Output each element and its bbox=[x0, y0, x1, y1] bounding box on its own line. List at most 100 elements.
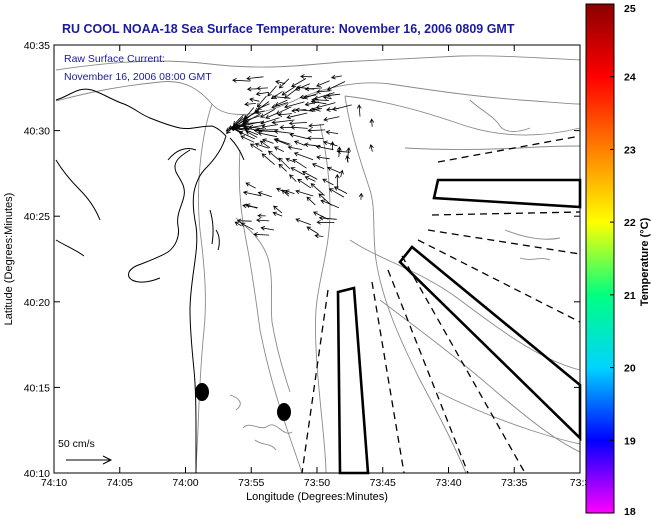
current-vector bbox=[246, 75, 264, 81]
current-vector bbox=[322, 95, 332, 100]
current-vector bbox=[339, 169, 344, 178]
scale-arrow: 50 cm/s bbox=[58, 438, 113, 465]
colorbar-tick-label: 23 bbox=[624, 144, 636, 156]
y-tick-label: 40:10 bbox=[24, 468, 50, 480]
current-vector bbox=[286, 112, 308, 120]
current-vector bbox=[334, 173, 340, 189]
current-vector bbox=[287, 145, 303, 150]
scale-label: 50 cm/s bbox=[58, 438, 95, 450]
y-tick-label: 40:15 bbox=[24, 382, 50, 394]
current-vector bbox=[311, 107, 321, 112]
current-vector bbox=[240, 135, 255, 143]
current-vector bbox=[320, 199, 340, 209]
current-vector bbox=[273, 205, 283, 214]
current-vector bbox=[300, 74, 313, 79]
current-vector bbox=[316, 155, 330, 160]
current-vector bbox=[322, 178, 334, 186]
y-tick-label: 40:35 bbox=[24, 40, 50, 52]
colorbar-label: Temperature (°C) bbox=[639, 217, 651, 306]
colorbar-ticks: 25 24 23 22 21 20 19 18 bbox=[610, 3, 636, 518]
y-tick-label: 40:25 bbox=[24, 211, 50, 223]
current-vector bbox=[330, 74, 342, 80]
current-vector bbox=[273, 146, 284, 152]
colorbar-tick-label: 22 bbox=[624, 217, 636, 229]
current-vector bbox=[369, 144, 374, 152]
current-vector bbox=[246, 86, 257, 92]
current-vector bbox=[311, 163, 325, 170]
current-vector bbox=[315, 102, 336, 110]
figure-title: RU COOL NOAA-18 Sea Surface Temperature:… bbox=[62, 22, 515, 36]
current-vector bbox=[253, 232, 270, 237]
current-vector bbox=[262, 138, 274, 144]
current-vector bbox=[316, 80, 330, 87]
current-vector bbox=[306, 196, 316, 206]
current-vector bbox=[313, 92, 335, 101]
current-vector bbox=[255, 217, 270, 223]
current-vector bbox=[240, 222, 254, 231]
current-vector bbox=[272, 94, 291, 100]
current-vector bbox=[304, 176, 316, 182]
current-vector bbox=[273, 129, 294, 134]
colorbar: 25 24 23 22 21 20 19 18 Temperature (°C) bbox=[585, 3, 651, 518]
x-tick-label: 74:05 bbox=[107, 477, 133, 489]
current-vector bbox=[256, 85, 268, 91]
colorbar-tick-label: 18 bbox=[624, 506, 636, 518]
current-vector bbox=[255, 127, 278, 133]
current-vector bbox=[241, 121, 265, 126]
colorbar-tick-label: 21 bbox=[624, 290, 636, 302]
current-annotation-line2: November 16, 2006 08:00 GMT bbox=[64, 71, 212, 83]
current-vector bbox=[326, 92, 341, 98]
current-vector bbox=[254, 109, 265, 115]
current-vector bbox=[289, 132, 308, 140]
current-vector bbox=[238, 131, 255, 140]
current-vector bbox=[267, 150, 280, 161]
current-vector bbox=[272, 211, 283, 217]
x-tick-label: 73:50 bbox=[304, 477, 330, 489]
current-vector bbox=[314, 233, 324, 239]
colorbar-tick-label: 19 bbox=[624, 435, 636, 447]
current-vector bbox=[281, 85, 296, 96]
current-vector bbox=[274, 138, 290, 146]
current-vector bbox=[307, 128, 326, 133]
current-vector bbox=[242, 203, 258, 209]
coastline bbox=[55, 88, 245, 473]
x-axis-ticks: 74:10 74:05 74:00 73:55 73:50 73:45 73:40 73:35… bbox=[41, 45, 590, 489]
current-vector bbox=[277, 112, 293, 117]
colorbar-tick-label: 20 bbox=[624, 363, 636, 375]
current-vector bbox=[261, 153, 275, 166]
current-vector bbox=[330, 141, 335, 151]
current-vector bbox=[301, 171, 318, 180]
current-vector bbox=[261, 124, 278, 129]
current-vector bbox=[306, 226, 319, 234]
current-vector bbox=[296, 85, 315, 90]
current-vector bbox=[290, 125, 308, 130]
current-vector bbox=[295, 189, 314, 197]
current-vector bbox=[293, 140, 305, 146]
x-tick-label: 74:10 bbox=[41, 477, 67, 489]
current-vector bbox=[244, 101, 256, 107]
current-vector bbox=[326, 81, 346, 91]
colorbar-tick-label: 25 bbox=[624, 3, 636, 15]
current-vector bbox=[249, 97, 260, 103]
current-vector bbox=[290, 167, 305, 176]
current-vector bbox=[243, 115, 261, 123]
current-vector bbox=[306, 135, 324, 141]
current-vector bbox=[288, 120, 308, 126]
mooring-markers bbox=[195, 383, 291, 421]
current-vector bbox=[257, 191, 272, 198]
x-tick-label: 73:45 bbox=[370, 477, 396, 489]
x-axis-label: Longitude (Degrees:Minutes) bbox=[246, 491, 388, 503]
current-vector bbox=[245, 131, 258, 138]
current-vector bbox=[291, 78, 307, 87]
current-vector bbox=[308, 123, 325, 128]
current-vector bbox=[328, 188, 345, 198]
current-vector bbox=[356, 104, 362, 117]
current-vector bbox=[323, 140, 338, 147]
y-axis-label: Latitude (Degrees:Minutes) bbox=[3, 193, 15, 326]
current-vector bbox=[304, 86, 323, 92]
current-vector bbox=[346, 147, 351, 162]
current-vector bbox=[242, 190, 262, 197]
y-tick-label: 40:30 bbox=[24, 126, 50, 138]
current-vector bbox=[278, 157, 291, 170]
current-vector bbox=[292, 158, 307, 169]
